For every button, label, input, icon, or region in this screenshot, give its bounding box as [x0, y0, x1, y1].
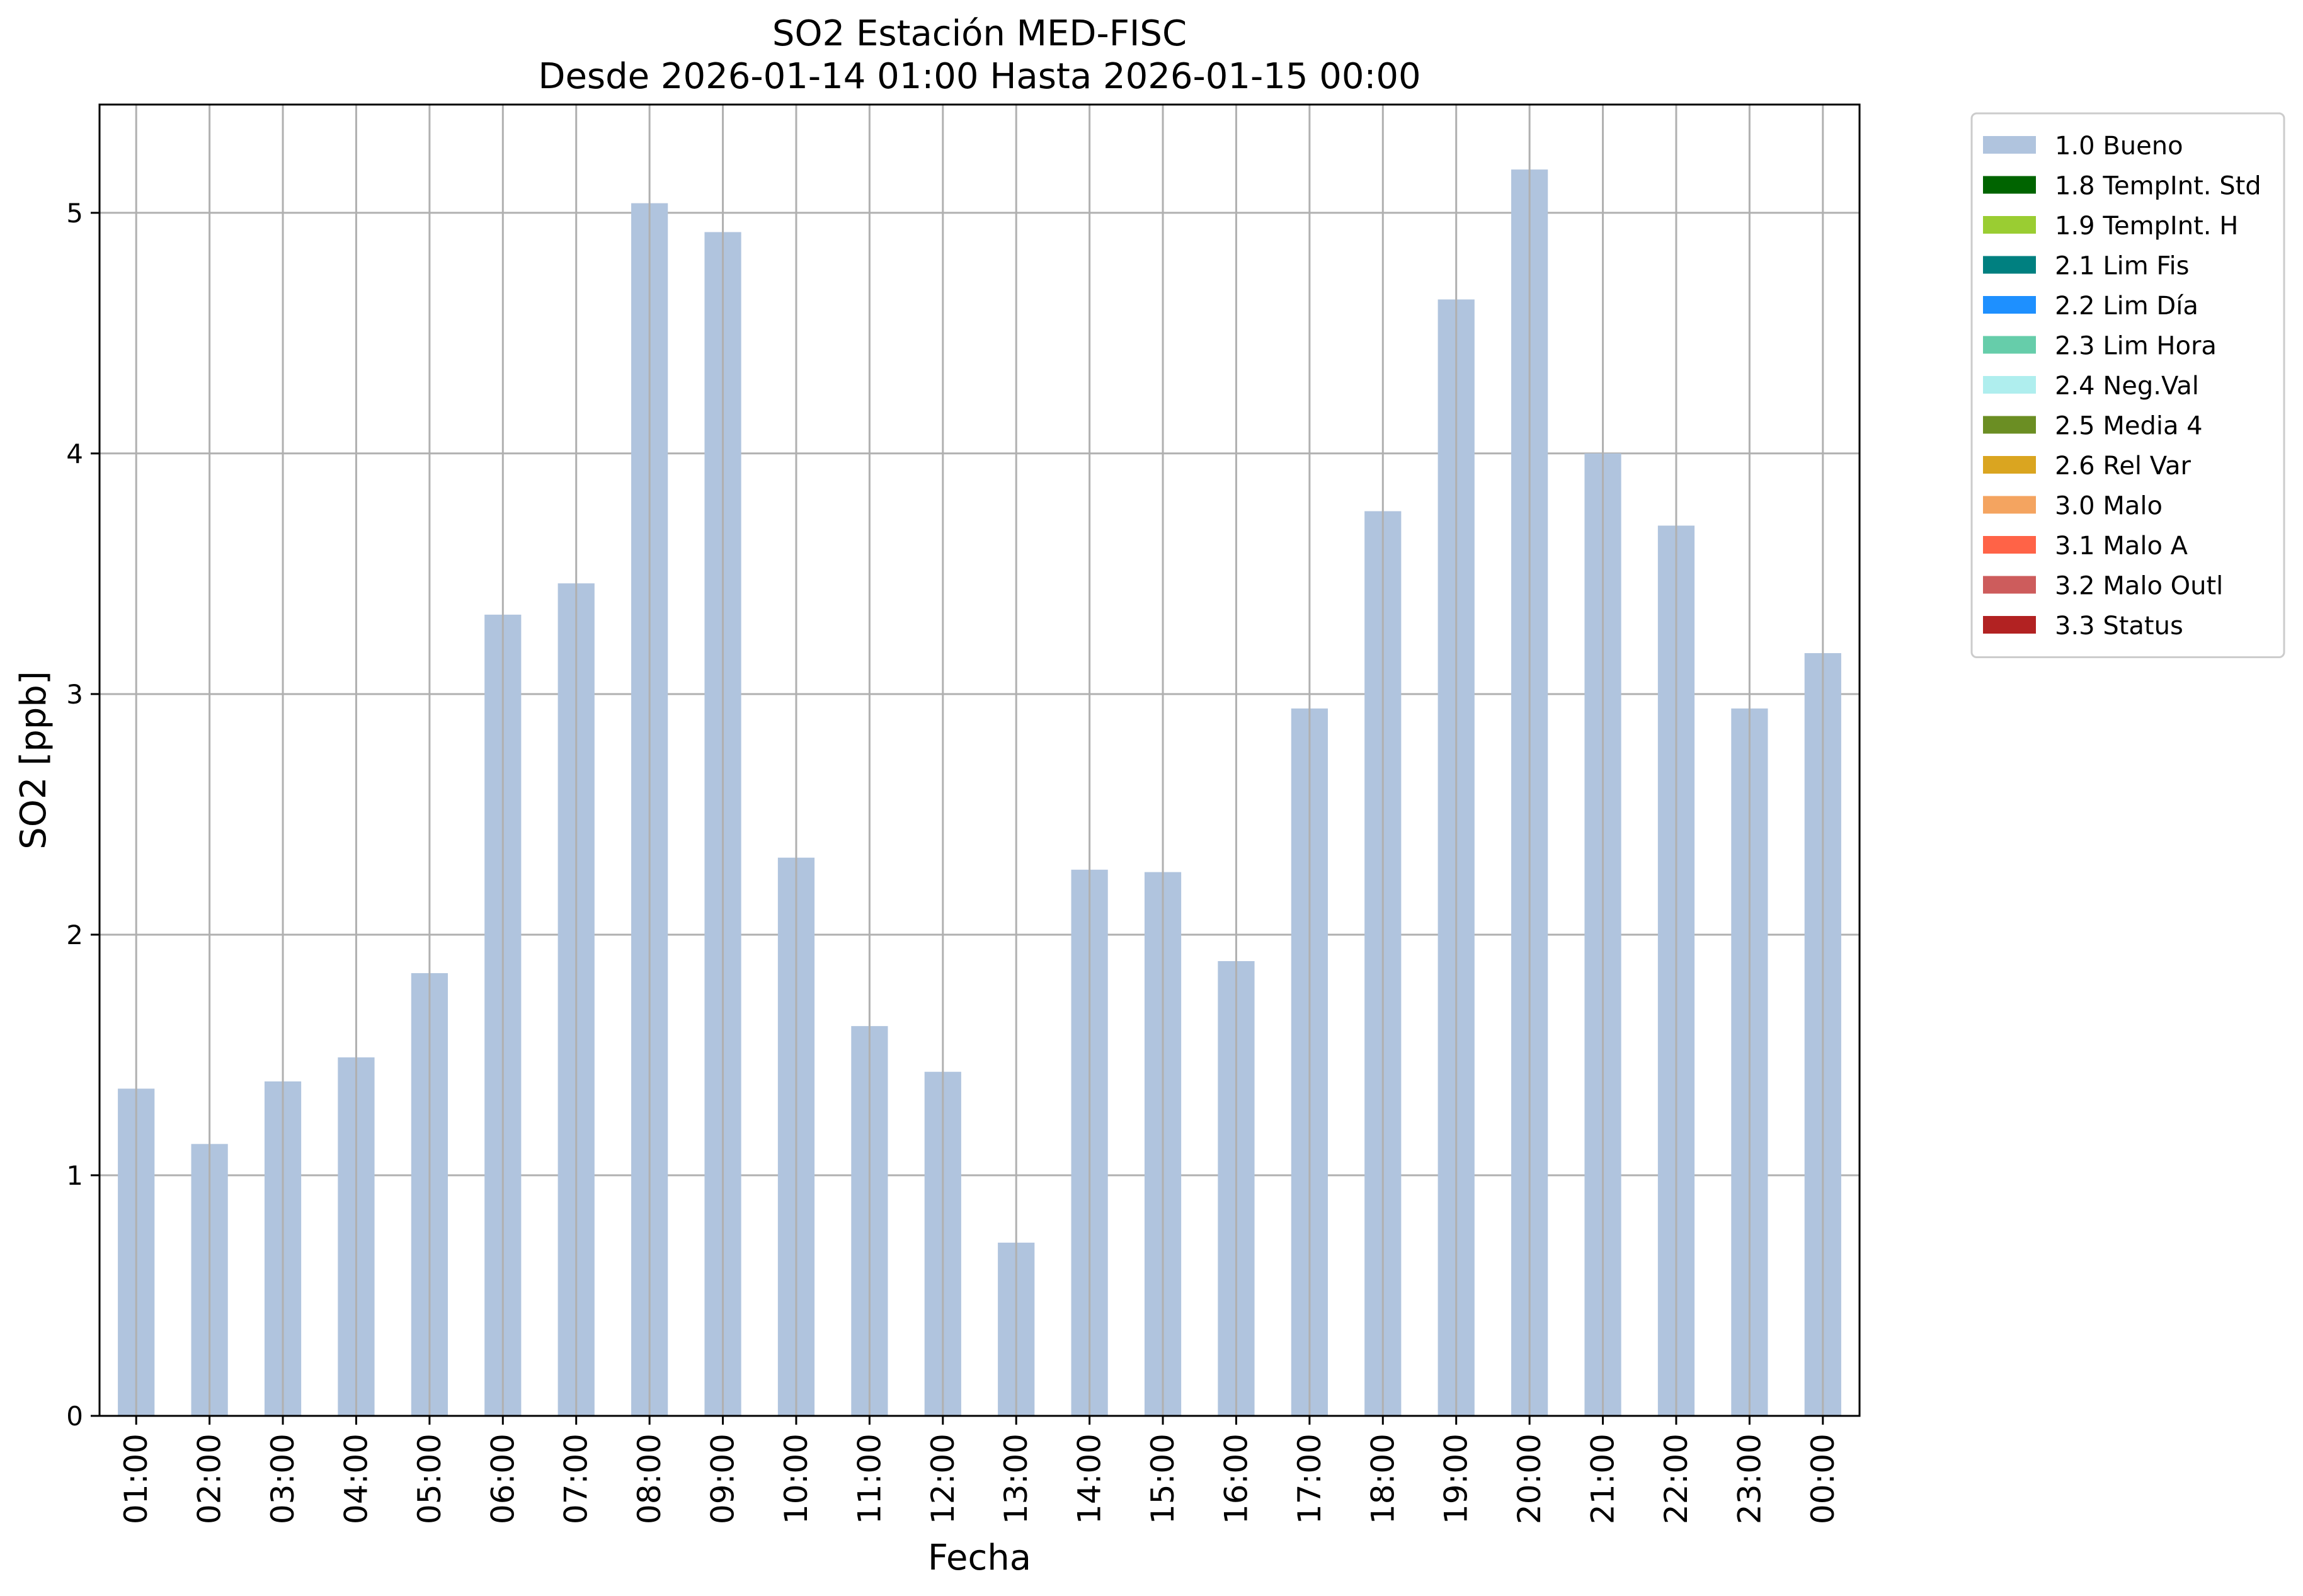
- x-tick-label: 04:00: [338, 1434, 374, 1524]
- x-tick-label: 05:00: [411, 1434, 448, 1524]
- x-tick-label: 14:00: [1071, 1434, 1108, 1524]
- y-axis-label: SO2 [ppb]: [13, 671, 54, 849]
- x-tick-label: 11:00: [851, 1434, 888, 1524]
- x-tick-label: 09:00: [705, 1434, 741, 1524]
- x-tick-label: 13:00: [998, 1434, 1034, 1524]
- legend-label: 2.3 Lim Hora: [2055, 332, 2217, 361]
- legend-label: 3.1 Malo A: [2055, 532, 2188, 561]
- legend-label: 2.1 Lim Fis: [2055, 252, 2189, 281]
- legend-swatch: [1983, 216, 2036, 234]
- legend-label: 1.8 TempInt. Std: [2055, 172, 2261, 201]
- x-tick-label: 00:00: [1805, 1434, 1841, 1524]
- legend-swatch: [1983, 456, 2036, 474]
- x-tick-label: 18:00: [1364, 1434, 1401, 1524]
- y-tick-label: 2: [66, 920, 83, 950]
- x-tick-label: 06:00: [484, 1434, 521, 1524]
- legend-swatch: [1983, 296, 2036, 314]
- x-tick-label: 12:00: [925, 1434, 961, 1524]
- legend-label: 3.2 Malo Outl: [2055, 572, 2223, 601]
- legend-label: 1.0 Bueno: [2055, 132, 2183, 161]
- legend-label: 3.3 Status: [2055, 612, 2183, 641]
- x-tick-label: 15:00: [1145, 1434, 1181, 1524]
- y-tick-label: 3: [66, 679, 83, 710]
- plot-frame: [98, 103, 1861, 1417]
- x-tick-label: 01:00: [118, 1434, 154, 1524]
- vertical-grid-lines: [135, 105, 1824, 1416]
- legend: 1.0 Bueno 1.8 TempInt. Std 1.9 TempInt. H 2…: [1970, 112, 2285, 658]
- x-tick-label: 07:00: [558, 1434, 595, 1524]
- legend-box: [1970, 112, 2285, 658]
- x-tick-label: 23:00: [1731, 1434, 1768, 1524]
- x-tick-label: 08:00: [631, 1434, 668, 1524]
- legend-label: 2.6 Rel Var: [2055, 452, 2192, 481]
- x-axis-label: Fecha: [928, 1537, 1031, 1578]
- legend-label: 1.9 TempInt. H: [2055, 212, 2238, 241]
- x-tick-label: 20:00: [1511, 1434, 1548, 1524]
- legend-swatch: [1983, 176, 2036, 194]
- x-axis-ticks: 01:00 02:00 03:00 04:00 05:00 06:00 07:00 08:00…: [118, 1416, 1841, 1524]
- y-tick-label: 5: [66, 198, 83, 229]
- y-tick-label: 4: [66, 438, 83, 469]
- x-tick-label: 21:00: [1585, 1434, 1621, 1524]
- legend-swatch: [1983, 376, 2036, 394]
- legend-label: 2.2 Lim Día: [2055, 292, 2198, 321]
- x-tick-label: 16:00: [1218, 1434, 1254, 1524]
- bars: [118, 169, 1841, 1416]
- legend-swatch: [1983, 336, 2036, 354]
- legend-swatch: [1983, 536, 2036, 554]
- chart-title: SO2 Estación MED-FISC: [772, 13, 1187, 54]
- x-tick-label: 03:00: [265, 1434, 301, 1524]
- x-tick-label: 10:00: [778, 1434, 814, 1524]
- legend-swatch: [1983, 136, 2036, 154]
- x-tick-label: 17:00: [1291, 1434, 1328, 1524]
- chart-subtitle: Desde 2026-01-14 01:00 Hasta 2026-01-15 …: [538, 56, 1420, 97]
- legend-label: 3.0 Malo: [2055, 492, 2163, 521]
- x-tick-label: 02:00: [191, 1434, 228, 1524]
- legend-label: 2.4 Neg.Val: [2055, 372, 2199, 401]
- legend-label: 2.5 Media 4: [2055, 412, 2203, 441]
- legend-swatch: [1983, 416, 2036, 434]
- y-tick-label: 1: [66, 1160, 83, 1191]
- legend-swatch: [1983, 576, 2036, 594]
- y-tick-label: 0: [66, 1401, 83, 1432]
- legend-swatch: [1983, 496, 2036, 514]
- x-tick-label: 22:00: [1658, 1434, 1694, 1524]
- x-tick-label: 19:00: [1438, 1434, 1475, 1524]
- legend-swatch: [1983, 616, 2036, 634]
- legend-swatch: [1983, 256, 2036, 274]
- y-axis-ticks: 0 1 2 3 4 5: [66, 198, 100, 1432]
